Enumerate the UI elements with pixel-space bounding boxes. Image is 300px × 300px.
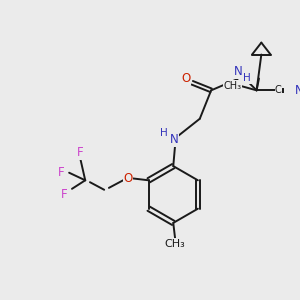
- Text: F: F: [77, 146, 84, 159]
- Text: F: F: [58, 166, 65, 179]
- Text: H: H: [243, 73, 251, 83]
- Text: F: F: [61, 188, 68, 201]
- Text: N: N: [295, 84, 300, 97]
- Text: CH₃: CH₃: [165, 239, 185, 249]
- Text: O: O: [123, 172, 133, 185]
- Text: CH₃: CH₃: [224, 81, 242, 91]
- Text: N: N: [170, 133, 178, 146]
- Text: C: C: [275, 85, 282, 95]
- Text: H: H: [160, 128, 168, 138]
- Text: O: O: [181, 71, 190, 85]
- Text: N: N: [234, 65, 243, 78]
